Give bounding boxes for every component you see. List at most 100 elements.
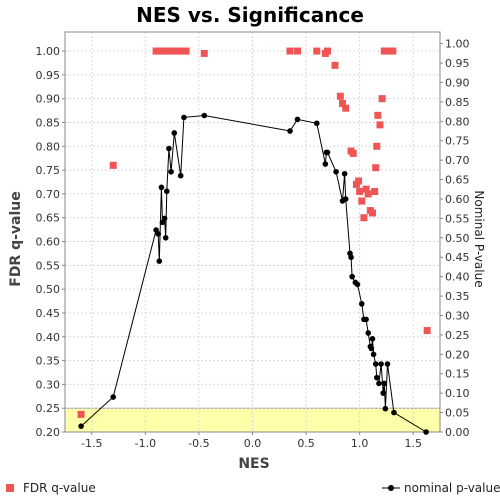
fdr-point xyxy=(109,161,117,169)
nominal-pvalue-point xyxy=(168,169,174,175)
nominal-pvalue-point xyxy=(363,316,369,323)
nominal-pvalue-point xyxy=(341,170,348,177)
fdr-point xyxy=(313,47,321,55)
fdr-point xyxy=(372,164,380,172)
nominal-pvalue-point xyxy=(333,169,339,175)
y2-tick-label: 0.35 xyxy=(445,290,470,303)
fdr-point xyxy=(171,47,179,55)
fdr-point xyxy=(349,149,357,157)
legend: FDR q-value nominal p-value xyxy=(6,481,500,495)
fdr-point xyxy=(339,99,346,107)
fdr-point xyxy=(355,177,363,185)
y2-tick-label: 0.80 xyxy=(445,115,470,128)
y2-tick-label: 0.60 xyxy=(445,193,470,206)
y-tick-label: 0.20 xyxy=(36,426,61,439)
y-tick-label: 0.30 xyxy=(36,378,61,391)
y-tick-label: 0.50 xyxy=(36,283,61,296)
y2-tick-label: 0.65 xyxy=(445,174,470,187)
nominal-pvalue-point xyxy=(365,330,372,336)
nominal-pvalue-point xyxy=(181,114,187,121)
nominal-pvalue-point xyxy=(287,128,293,134)
nominal-pvalue-point xyxy=(162,235,169,241)
fdr-point xyxy=(200,49,208,57)
y2-tick-label: 0.15 xyxy=(445,368,470,381)
nominal-pvalue-point xyxy=(348,254,354,261)
nominal-pvalue-point xyxy=(381,380,388,387)
y2-tick-label: 0.00 xyxy=(445,426,470,439)
fdr-point xyxy=(364,190,372,198)
fdr-point xyxy=(360,214,368,222)
nominal-pvalue-point xyxy=(370,351,377,358)
nominal-pvalue-point xyxy=(78,423,84,429)
y-tick-label: 0.40 xyxy=(36,331,61,344)
nominal-pvalue-point xyxy=(342,196,349,202)
nominal-pvalue-point xyxy=(423,429,429,435)
fdr-point xyxy=(378,95,386,103)
nominal-pvalue-point xyxy=(376,380,382,387)
legend-fdr-label: FDR q-value xyxy=(23,481,96,495)
nominal-pvalue-point xyxy=(358,301,365,307)
y2-tick-label: 0.95 xyxy=(445,57,470,70)
nominal-pvalue-point xyxy=(373,374,380,381)
nominal-pvalue-point xyxy=(110,394,117,400)
x-tick-label: -1.5 xyxy=(81,437,102,450)
y-tick-label: 0.35 xyxy=(36,355,61,368)
nominal-pvalue-point xyxy=(161,215,168,222)
nominal-pvalue-point xyxy=(163,188,170,195)
y-tick-label: 0.55 xyxy=(36,259,61,272)
nominal-pvalue-point xyxy=(368,345,375,352)
nominal-pvalue-point xyxy=(155,231,162,237)
y2-tick-label: 0.75 xyxy=(445,135,470,148)
y2-tick-label: 0.20 xyxy=(445,348,470,361)
nominal-pvalue-point xyxy=(313,120,320,127)
fdr-point xyxy=(336,92,344,100)
y-tick-label: 0.75 xyxy=(36,164,61,177)
y-tick-label: 0.70 xyxy=(36,188,61,201)
x-tick-label: 1.0 xyxy=(351,437,369,450)
x-tick-label: 1.5 xyxy=(404,437,422,450)
legend-nominal-label: nominal p-value xyxy=(404,481,500,495)
fdr-point xyxy=(358,197,366,205)
fdr-point xyxy=(373,142,381,150)
y2-tick-label: 0.40 xyxy=(445,271,470,284)
nominal-pvalue-point xyxy=(384,361,391,367)
legend-fdr-marker xyxy=(6,484,14,492)
y2-tick-label: 0.25 xyxy=(445,329,470,342)
nominal-pvalue-point xyxy=(372,361,379,367)
nominal-pvalue-point xyxy=(166,145,172,152)
x-tick-label: -0.5 xyxy=(188,437,209,450)
nominal-pvalue-point xyxy=(382,405,389,412)
y2-tick-label: 0.30 xyxy=(445,309,470,322)
y-tick-label: 0.65 xyxy=(36,212,61,225)
nominal-pvalue-point xyxy=(354,281,361,288)
nominal-pvalue-point xyxy=(380,390,387,396)
y-tick-label: 0.85 xyxy=(36,116,61,129)
fdr-point xyxy=(286,47,294,55)
nominal-pvalue-point xyxy=(369,335,376,342)
fdr-point xyxy=(342,104,350,112)
fdr-point xyxy=(374,111,382,119)
fdr-point xyxy=(182,47,190,55)
chart-title: NES vs. Significance xyxy=(136,3,364,27)
nominal-pvalue-point xyxy=(177,172,184,179)
y2-tick-label: 1.00 xyxy=(445,38,470,51)
nominal-pvalue-point xyxy=(158,184,165,191)
fdr-point xyxy=(294,47,301,55)
fdr-point xyxy=(362,185,370,193)
y-tick-label: 0.45 xyxy=(36,307,61,320)
nominal-pvalue-point xyxy=(349,273,355,280)
y-tick-label: 0.25 xyxy=(36,402,61,415)
fdr-point xyxy=(389,47,397,55)
nominal-pvalue-point xyxy=(391,409,397,416)
y-tick-label: 0.95 xyxy=(36,69,61,82)
plot-area: -1.5 -1.0 -0.5 0.0 0.5 1.0 1.5 0.20 0.25 0.30 0.35… xyxy=(36,31,470,450)
y2-tick-label: 0.45 xyxy=(445,251,470,264)
fdr-point xyxy=(77,410,85,418)
y2-tick-label: 0.55 xyxy=(445,212,470,225)
fdr-point xyxy=(369,209,376,217)
y-axis-label: FDR q-value xyxy=(8,191,24,287)
nominal-pvalue-point xyxy=(156,258,163,264)
x-axis-label: NES xyxy=(238,456,269,472)
fdr-point xyxy=(376,121,384,129)
